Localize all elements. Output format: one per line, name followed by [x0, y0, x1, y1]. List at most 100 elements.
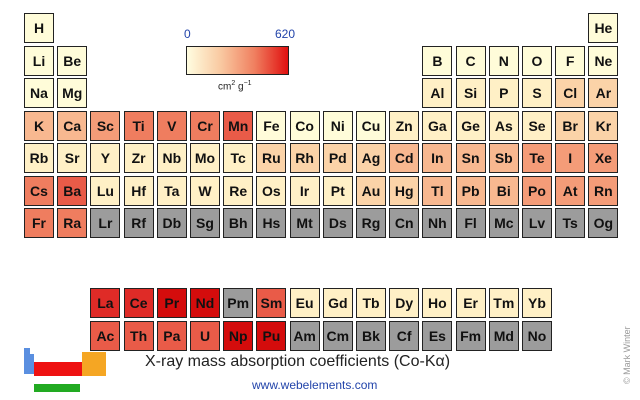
- element-cell-au[interactable]: Au: [356, 175, 386, 206]
- element-cell-os[interactable]: Os: [256, 175, 287, 206]
- element-cell-bk[interactable]: Bk: [356, 320, 386, 351]
- element-cell-hf[interactable]: Hf: [123, 175, 154, 206]
- element-cell-pm[interactable]: Pm: [223, 288, 254, 318]
- element-cell-sm[interactable]: Sm: [256, 288, 287, 318]
- element-cell-se[interactable]: Se: [522, 110, 552, 141]
- element-cell-as[interactable]: As: [488, 110, 519, 141]
- element-cell-lr[interactable]: Lr: [90, 208, 121, 238]
- element-cell-na[interactable]: Na: [24, 78, 54, 108]
- element-cell-sg[interactable]: Sg: [190, 208, 220, 238]
- element-cell-in[interactable]: In: [422, 143, 453, 173]
- element-cell-no[interactable]: No: [522, 320, 552, 351]
- element-cell-la[interactable]: La: [90, 288, 121, 318]
- element-cell-nb[interactable]: Nb: [156, 143, 187, 173]
- element-cell-ne[interactable]: Ne: [588, 45, 619, 76]
- element-cell-zr[interactable]: Zr: [123, 143, 154, 173]
- element-cell-cs[interactable]: Cs: [24, 175, 54, 206]
- element-cell-ra[interactable]: Ra: [57, 208, 88, 238]
- element-cell-lv[interactable]: Lv: [522, 208, 552, 238]
- element-cell-y[interactable]: Y: [90, 143, 121, 173]
- element-cell-tl[interactable]: Tl: [422, 175, 453, 206]
- element-cell-cf[interactable]: Cf: [389, 320, 420, 351]
- element-cell-bi[interactable]: Bi: [488, 175, 519, 206]
- element-cell-am[interactable]: Am: [289, 320, 320, 351]
- element-cell-cd[interactable]: Cd: [389, 143, 420, 173]
- element-cell-fl[interactable]: Fl: [455, 208, 486, 238]
- element-cell-hg[interactable]: Hg: [389, 175, 420, 206]
- element-cell-mo[interactable]: Mo: [190, 143, 220, 173]
- element-cell-rb[interactable]: Rb: [24, 143, 54, 173]
- element-cell-sc[interactable]: Sc: [90, 110, 121, 141]
- element-cell-ac[interactable]: Ac: [90, 320, 121, 351]
- element-cell-i[interactable]: I: [555, 143, 586, 173]
- element-cell-th[interactable]: Th: [123, 320, 154, 351]
- element-cell-b[interactable]: B: [422, 45, 453, 76]
- element-cell-pr[interactable]: Pr: [156, 288, 187, 318]
- element-cell-cl[interactable]: Cl: [555, 78, 586, 108]
- element-cell-v[interactable]: V: [156, 110, 187, 141]
- element-cell-li[interactable]: Li: [24, 45, 54, 76]
- element-cell-w[interactable]: W: [190, 175, 220, 206]
- element-cell-gd[interactable]: Gd: [322, 288, 353, 318]
- element-cell-ds[interactable]: Ds: [322, 208, 353, 238]
- element-cell-n[interactable]: N: [488, 45, 519, 76]
- element-cell-ta[interactable]: Ta: [156, 175, 187, 206]
- element-cell-mg[interactable]: Mg: [57, 78, 88, 108]
- element-cell-md[interactable]: Md: [488, 320, 519, 351]
- element-cell-rf[interactable]: Rf: [123, 208, 154, 238]
- element-cell-cn[interactable]: Cn: [389, 208, 420, 238]
- element-cell-te[interactable]: Te: [522, 143, 552, 173]
- element-cell-ca[interactable]: Ca: [57, 110, 88, 141]
- element-cell-rh[interactable]: Rh: [289, 143, 320, 173]
- element-cell-ti[interactable]: Ti: [123, 110, 154, 141]
- element-cell-er[interactable]: Er: [455, 288, 486, 318]
- element-cell-si[interactable]: Si: [455, 78, 486, 108]
- element-cell-ir[interactable]: Ir: [289, 175, 320, 206]
- element-cell-yb[interactable]: Yb: [522, 288, 552, 318]
- element-cell-ba[interactable]: Ba: [57, 175, 88, 206]
- element-cell-pb[interactable]: Pb: [455, 175, 486, 206]
- element-cell-al[interactable]: Al: [422, 78, 453, 108]
- element-cell-o[interactable]: O: [522, 45, 552, 76]
- element-cell-s[interactable]: S: [522, 78, 552, 108]
- element-cell-pu[interactable]: Pu: [256, 320, 287, 351]
- element-cell-at[interactable]: At: [555, 175, 586, 206]
- element-cell-fr[interactable]: Fr: [24, 208, 54, 238]
- element-cell-rn[interactable]: Rn: [588, 175, 619, 206]
- element-cell-mn[interactable]: Mn: [223, 110, 254, 141]
- element-cell-db[interactable]: Db: [156, 208, 187, 238]
- element-cell-xe[interactable]: Xe: [588, 143, 619, 173]
- element-cell-ga[interactable]: Ga: [422, 110, 453, 141]
- website-link[interactable]: www.webelements.com: [252, 378, 378, 392]
- element-cell-eu[interactable]: Eu: [289, 288, 320, 318]
- element-cell-po[interactable]: Po: [522, 175, 552, 206]
- element-cell-kr[interactable]: Kr: [588, 110, 619, 141]
- element-cell-cr[interactable]: Cr: [190, 110, 220, 141]
- element-cell-sb[interactable]: Sb: [488, 143, 519, 173]
- element-cell-zn[interactable]: Zn: [389, 110, 420, 141]
- element-cell-mt[interactable]: Mt: [289, 208, 320, 238]
- element-cell-nd[interactable]: Nd: [190, 288, 220, 318]
- element-cell-lu[interactable]: Lu: [90, 175, 121, 206]
- element-cell-pt[interactable]: Pt: [322, 175, 353, 206]
- element-cell-fm[interactable]: Fm: [455, 320, 486, 351]
- element-cell-mc[interactable]: Mc: [488, 208, 519, 238]
- element-cell-np[interactable]: Np: [223, 320, 254, 351]
- element-cell-co[interactable]: Co: [289, 110, 320, 141]
- element-cell-sr[interactable]: Sr: [57, 143, 88, 173]
- element-cell-ho[interactable]: Ho: [422, 288, 453, 318]
- element-cell-ce[interactable]: Ce: [123, 288, 154, 318]
- element-cell-ag[interactable]: Ag: [356, 143, 386, 173]
- element-cell-ar[interactable]: Ar: [588, 78, 619, 108]
- element-cell-es[interactable]: Es: [422, 320, 453, 351]
- element-cell-c[interactable]: C: [455, 45, 486, 76]
- element-cell-he[interactable]: He: [588, 13, 619, 43]
- element-cell-tc[interactable]: Tc: [223, 143, 254, 173]
- element-cell-hs[interactable]: Hs: [256, 208, 287, 238]
- element-cell-cm[interactable]: Cm: [322, 320, 353, 351]
- element-cell-rg[interactable]: Rg: [356, 208, 386, 238]
- element-cell-pa[interactable]: Pa: [156, 320, 187, 351]
- element-cell-dy[interactable]: Dy: [389, 288, 420, 318]
- element-cell-sn[interactable]: Sn: [455, 143, 486, 173]
- element-cell-k[interactable]: K: [24, 110, 54, 141]
